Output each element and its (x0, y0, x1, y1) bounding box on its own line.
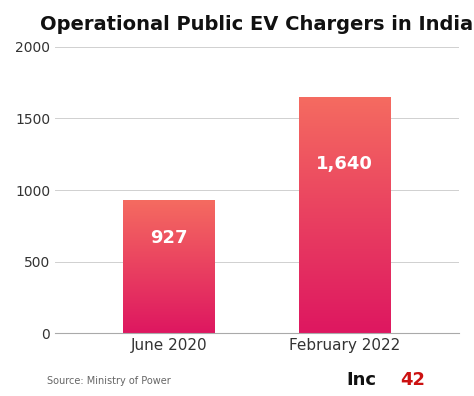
Text: 1,640: 1,640 (316, 155, 373, 173)
Text: 927: 927 (150, 229, 188, 247)
Title: Operational Public EV Chargers in India: Operational Public EV Chargers in India (40, 15, 474, 34)
Text: Inc: Inc (346, 371, 376, 389)
Text: Source: Ministry of Power: Source: Ministry of Power (47, 376, 171, 386)
Text: 42: 42 (401, 371, 426, 389)
